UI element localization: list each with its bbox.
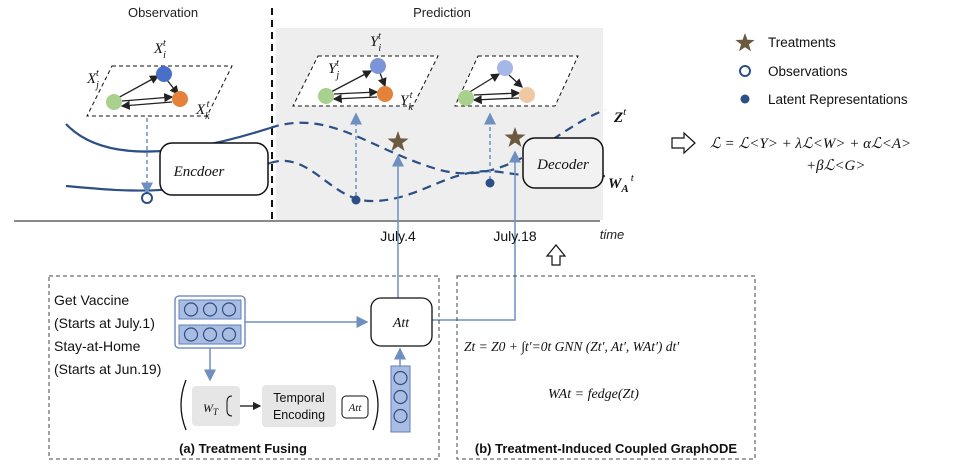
pred2-node-i	[497, 60, 513, 76]
att-small-label: Att	[348, 402, 363, 414]
time-axis-label: time	[600, 227, 625, 242]
legend-treatments: Treatments	[768, 35, 836, 50]
temporal-encoding-box	[262, 385, 336, 427]
treatment-star-1	[387, 131, 409, 151]
hollow-right-arrow	[671, 131, 696, 155]
obs-node-i	[156, 66, 172, 82]
pred-label-k: Ykt	[400, 90, 413, 113]
pred-label-i: Yit	[370, 31, 381, 54]
obs-label-i: Xit	[153, 38, 166, 61]
pred2-node-j	[458, 90, 474, 106]
pred1-node-i	[370, 58, 386, 74]
wt-label: WT	[203, 401, 219, 417]
pred1-node-j	[318, 88, 334, 104]
treatment-1-name: Get Vaccine	[54, 292, 129, 308]
legend-star-icon	[735, 33, 755, 52]
fused-vector	[390, 365, 411, 433]
legend-latent-icon	[740, 94, 750, 104]
caption-b: (b) Treatment-Induced Coupled GraphODE	[475, 441, 738, 456]
pred2-node-k	[519, 87, 535, 103]
wa-curve-dashed	[269, 159, 606, 203]
observation-title: Observation	[128, 5, 198, 20]
group-right-paren	[372, 379, 379, 431]
pred-label-j: Yjt	[328, 58, 339, 81]
loss-line-1: ℒ = ℒ<Y> + λℒ<W> + αℒ<A>	[710, 136, 911, 152]
obs-node-j	[106, 94, 122, 110]
equation-ode: Zt = Z0 + ∫t′=0t GNN (Zt′, At′, WAt′) dt…	[464, 339, 680, 355]
decoder-label: Decoder	[536, 157, 589, 173]
caption-a: (a) Treatment Fusing	[179, 441, 307, 456]
obs-label-j: Xjt	[86, 68, 99, 91]
att-small-box	[341, 395, 369, 419]
observation-graph: Xit Xjt Xkt	[86, 38, 233, 122]
prediction-graph-2	[454, 55, 579, 107]
decoder-box	[522, 137, 604, 189]
prediction-title: Prediction	[413, 5, 471, 20]
observation-point	[141, 192, 153, 204]
wa-curve-label: WAt	[608, 172, 635, 195]
treatment-star-2	[504, 127, 526, 147]
treatment-1-date: (Starts at July.1)	[54, 315, 155, 331]
temporal-encoding-line-1: Temporal	[273, 391, 324, 405]
time-tick-2: July.18	[493, 228, 537, 244]
loss-line-2: +βℒ<G>	[806, 158, 865, 174]
treatment-arrow-2	[432, 150, 521, 321]
prediction-graph-1: Yit Yjt Ykt	[292, 31, 439, 113]
treatment-2-name: Stay-at-Home	[54, 338, 141, 354]
legend-latent: Latent Representations	[768, 92, 908, 107]
pred1-node-k	[377, 86, 393, 102]
treatment-2-date: (Starts at Jun.19)	[54, 361, 161, 377]
legend-observation-icon	[739, 65, 751, 77]
obs-node-k	[172, 91, 188, 107]
att-main-box	[370, 297, 433, 347]
group-left-paren	[180, 379, 187, 431]
temporal-encoding-line-2: Encoding	[273, 408, 325, 422]
treatment-embeddings	[174, 295, 246, 349]
latent-point-2	[485, 178, 495, 188]
prediction-plane-1	[292, 55, 439, 107]
legend: Treatments Observations Latent Represent…	[735, 33, 908, 107]
encoder-label: Encdoer	[173, 164, 225, 180]
legend-observations: Observations	[768, 64, 848, 79]
hollow-up-arrow	[545, 244, 567, 266]
wt-box	[192, 386, 240, 426]
z-curve-solid	[65, 123, 271, 153]
z-curve-label: Zt	[613, 106, 627, 126]
latent-point-1	[351, 195, 361, 205]
time-tick-1: July.4	[380, 228, 416, 244]
encoder-box	[159, 142, 269, 196]
equation-edge: WAt = fedge(Zt)	[548, 387, 639, 402]
obs-label-k: Xkt	[195, 99, 210, 122]
att-main-label: Att	[392, 316, 410, 331]
graphode-panel	[456, 275, 756, 460]
wt-bracket	[226, 395, 233, 417]
